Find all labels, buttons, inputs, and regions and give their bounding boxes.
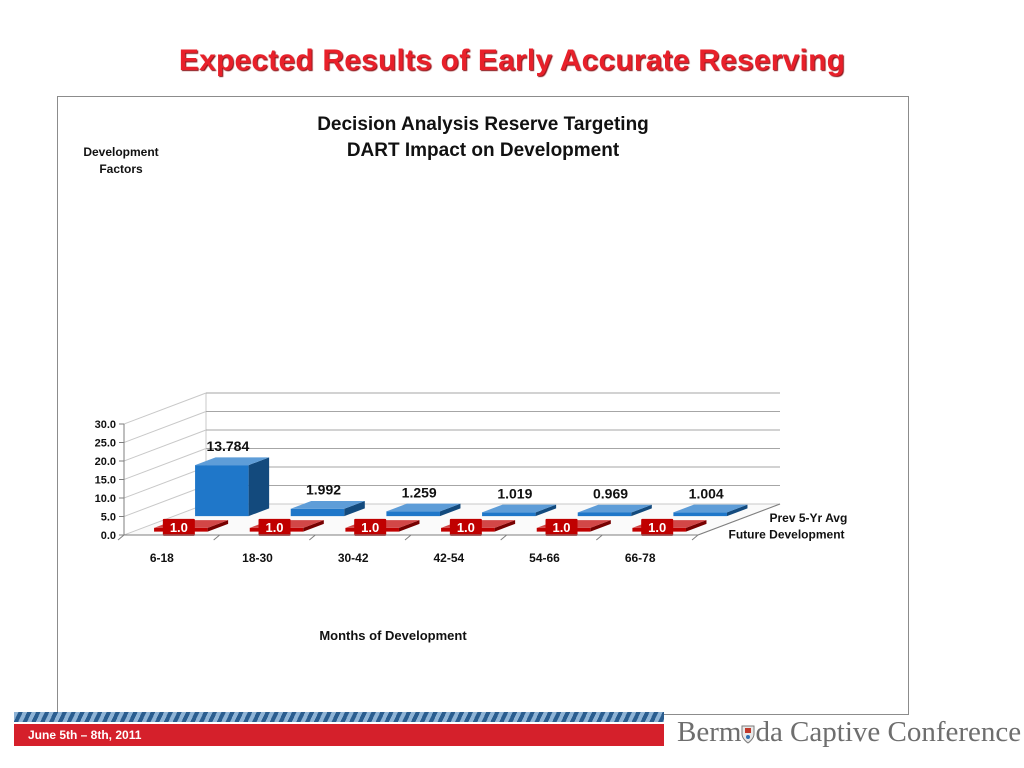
bar-prev-5yr-front <box>195 465 249 517</box>
x-tick <box>117 534 125 541</box>
x-tick-label: 42-54 <box>433 551 464 565</box>
footer-stripe <box>14 712 664 722</box>
x-tick-label: 54-66 <box>529 551 560 565</box>
data-label-future-dev: 1.0 <box>170 520 188 535</box>
data-label-prev-5yr: 1.259 <box>402 484 437 500</box>
x-tick-label: 18-30 <box>242 551 273 565</box>
bar-prev-5yr-front <box>577 512 632 517</box>
data-label-box <box>449 518 482 536</box>
bar-prev-5yr-top <box>195 457 270 466</box>
data-label-prev-5yr: 1.019 <box>497 485 532 501</box>
bar-prev-5yr-top <box>386 503 461 512</box>
data-label-box <box>354 518 387 536</box>
bar-prev-5yr-front <box>673 512 727 517</box>
data-label-prev-5yr: 1.004 <box>689 485 724 501</box>
bar-prev-5yr-top <box>577 504 652 513</box>
depth-axis-line <box>697 503 781 536</box>
data-label-future-dev: 1.0 <box>552 520 570 535</box>
data-label-box <box>258 518 291 536</box>
bar-future-dev-side <box>207 520 229 532</box>
x-tick <box>691 534 699 541</box>
bar-prev-5yr-side <box>248 457 270 517</box>
y-axis-label-line: Factors <box>99 162 143 176</box>
y-axis-label-line: Development <box>83 145 158 159</box>
x-tick <box>213 534 220 541</box>
x-tick <box>596 534 603 541</box>
y-tick-label: 25.0 <box>95 438 116 450</box>
crest-icon <box>741 725 755 744</box>
x-tick <box>404 534 412 541</box>
y-tick-label: 30.0 <box>95 419 116 431</box>
bar-prev-5yr-top <box>290 500 365 509</box>
y-tick-label: 20.0 <box>95 456 116 468</box>
logo-text-end: da Captive Conference <box>755 716 1022 748</box>
data-label-box <box>641 518 674 536</box>
bar-future-dev-side <box>685 520 707 532</box>
footer-date: June 5th – 8th, 2011 <box>14 724 664 746</box>
series-label-future-dev: Future Development <box>729 527 845 541</box>
conference-logo: Berm da Captive Conference <box>677 716 1021 749</box>
data-label-prev-5yr: 0.969 <box>593 486 628 502</box>
slide-title: Expected Results of Early Accurate Reser… <box>178 44 846 77</box>
bar-prev-5yr-front <box>386 511 440 517</box>
side-gridline <box>123 411 207 443</box>
chart: Decision Analysis Reserve Targeting DART … <box>83 114 848 643</box>
chart-title-line: DART Impact on Development <box>347 140 620 161</box>
bar-prev-5yr-front <box>482 512 536 517</box>
bar-future-dev-side <box>303 520 324 532</box>
bar-prev-5yr-side <box>344 500 365 517</box>
bar-prev-5yr-side <box>726 504 748 517</box>
side-gridline <box>123 485 207 517</box>
bar-future-dev-side <box>494 520 516 532</box>
data-label-prev-5yr: 13.784 <box>206 438 249 454</box>
data-label-future-dev: 1.0 <box>265 520 283 535</box>
x-tick-label: 6-18 <box>150 551 174 565</box>
x-tick <box>500 534 507 541</box>
bar-future-dev-side <box>398 520 420 532</box>
bar-prev-5yr-side <box>535 504 557 517</box>
data-label-future-dev: 1.0 <box>361 520 379 535</box>
side-gridline <box>123 466 207 499</box>
chart-title-line: Decision Analysis Reserve Targeting <box>317 114 649 135</box>
data-label-prev-5yr: 1.992 <box>306 482 341 498</box>
bar-prev-5yr-top <box>482 504 557 513</box>
chart-frame: Decision Analysis Reserve Targeting DART … <box>57 96 909 715</box>
bar-prev-5yr-front <box>290 508 345 517</box>
x-tick-label: 30-42 <box>338 551 369 565</box>
logo-text-start: Berm <box>677 716 742 748</box>
bar-prev-5yr-side <box>439 503 461 517</box>
data-label-future-dev: 1.0 <box>648 520 666 535</box>
y-tick-label: 0.0 <box>101 530 116 542</box>
bar-future-dev-side <box>590 520 611 532</box>
y-tick-label: 10.0 <box>95 493 116 505</box>
data-label-future-dev: 1.0 <box>457 520 475 535</box>
series-label-prev-5yr: Prev 5-Yr Avg <box>770 511 848 525</box>
bar-prev-5yr-top <box>673 504 748 513</box>
data-label-box <box>162 518 195 536</box>
data-label-box <box>545 518 578 536</box>
bar-prev-5yr-side <box>631 504 652 517</box>
side-gridline <box>123 448 207 480</box>
side-gridline <box>123 392 207 425</box>
side-gridline <box>123 429 207 462</box>
x-tick-label: 66-78 <box>625 551 656 565</box>
y-tick-label: 5.0 <box>101 512 116 524</box>
x-tick <box>309 534 316 541</box>
x-axis-label: Months of Development <box>319 628 467 643</box>
y-tick-label: 15.0 <box>95 475 116 487</box>
